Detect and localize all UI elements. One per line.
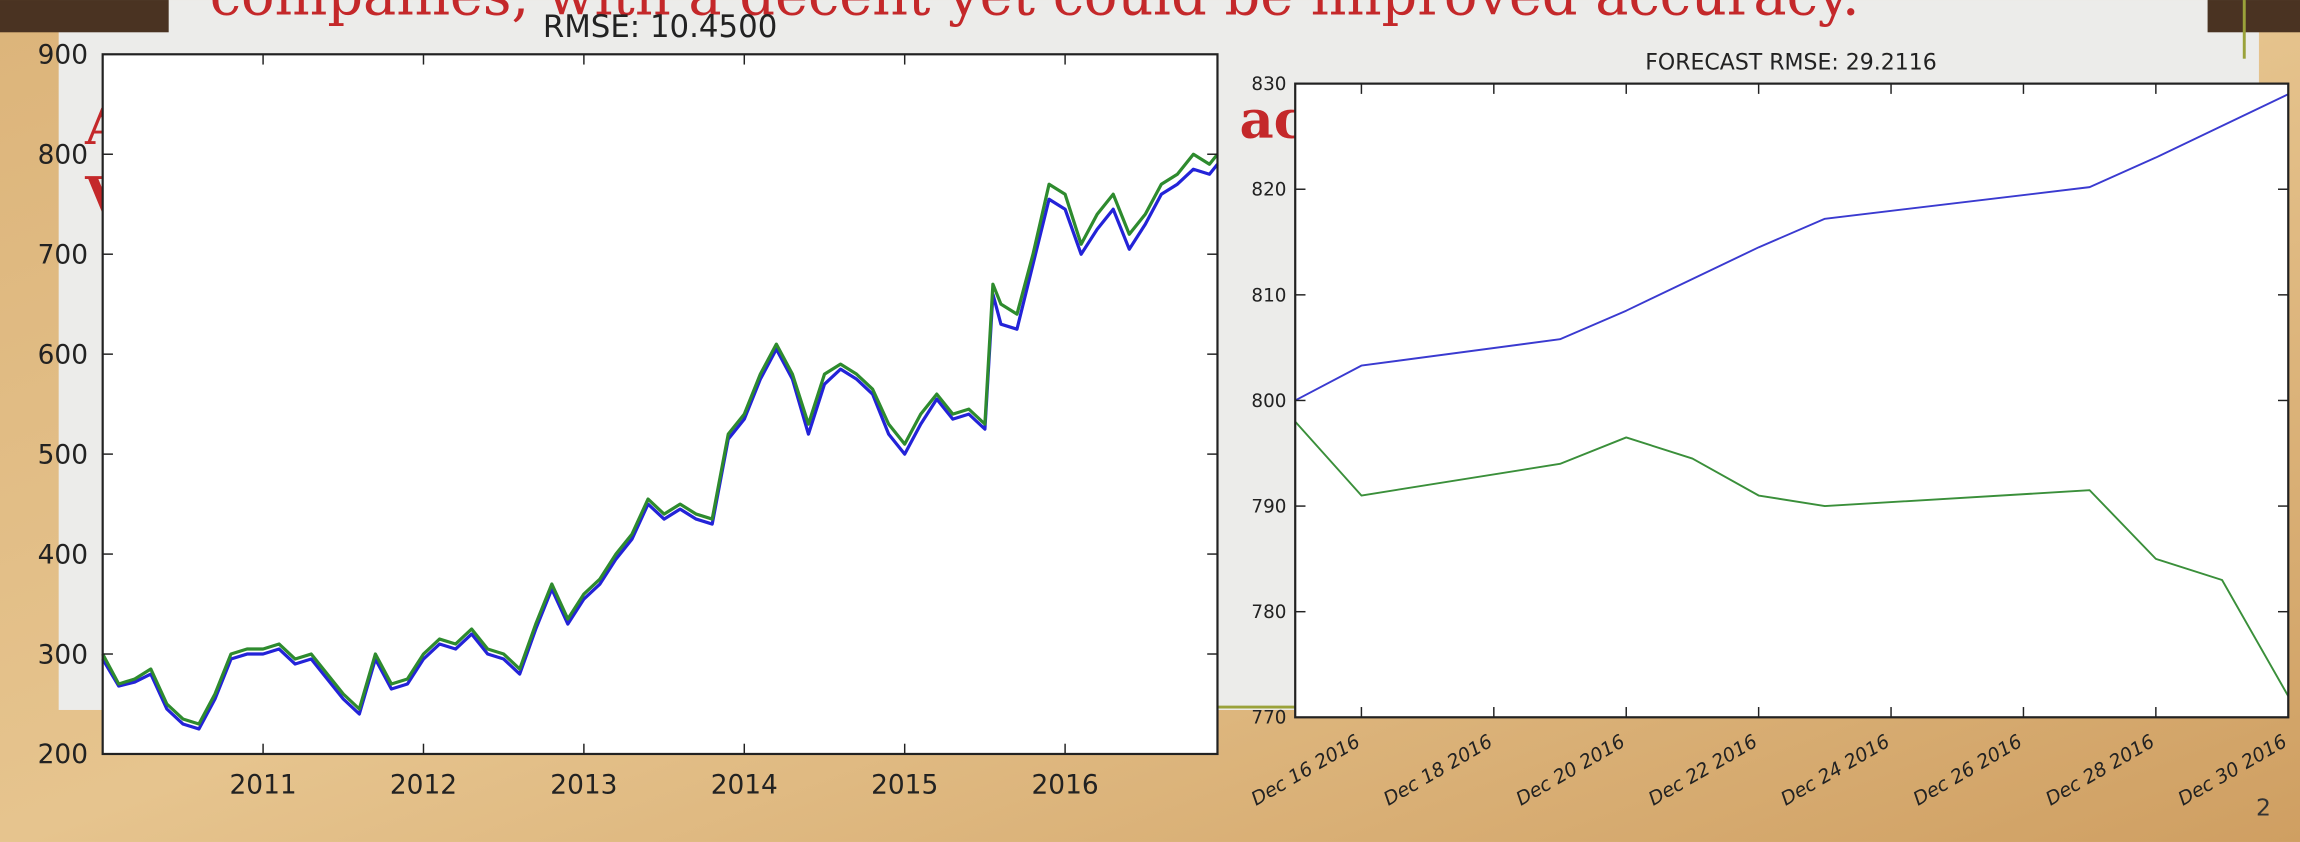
y-tick-label: 820 [1251, 180, 1286, 201]
y-tick-label: 800 [1251, 391, 1286, 412]
y-tick-label: 800 [38, 139, 88, 170]
corner-bar [2207, 0, 2300, 33]
x-tick-label: 2011 [229, 770, 296, 801]
y-tick-label: 780 [1251, 602, 1286, 623]
y-tick-label: 500 [38, 439, 88, 470]
x-tick-label: 2015 [871, 770, 938, 801]
series-line [1294, 93, 2289, 402]
series-line [101, 152, 1219, 726]
y-tick-label: 830 [1251, 74, 1286, 95]
y-tick-label: 790 [1251, 496, 1286, 517]
slide-heading: companies, with a decent yet could be im… [210, 0, 1860, 29]
plot-area [102, 54, 1218, 754]
plot-frame [101, 53, 1219, 756]
y-tick-label: 770 [1251, 708, 1286, 729]
series-line [101, 163, 1219, 731]
y-tick-label: 810 [1251, 285, 1286, 306]
x-tick-label: 2014 [711, 770, 778, 801]
corner-bar [0, 0, 169, 33]
y-tick-label: 700 [38, 239, 88, 270]
chart-title: FORECAST RMSE: 29.2116 [1645, 50, 1936, 75]
x-tick-label: 2016 [1032, 770, 1099, 801]
page-number: 2 [2256, 794, 2271, 822]
y-tick-label: 600 [38, 339, 88, 370]
y-tick-label: 900 [38, 40, 88, 71]
y-tick-label: 400 [38, 539, 88, 570]
plot-area [1295, 83, 2289, 718]
x-tick-label: 2012 [390, 770, 457, 801]
y-tick-label: 200 [38, 739, 88, 770]
chart-title: RMSE: 10.4500 [543, 9, 778, 45]
x-tick-label: 2013 [550, 770, 617, 801]
series-line [1294, 420, 2290, 697]
y-tick-label: 300 [38, 639, 88, 670]
